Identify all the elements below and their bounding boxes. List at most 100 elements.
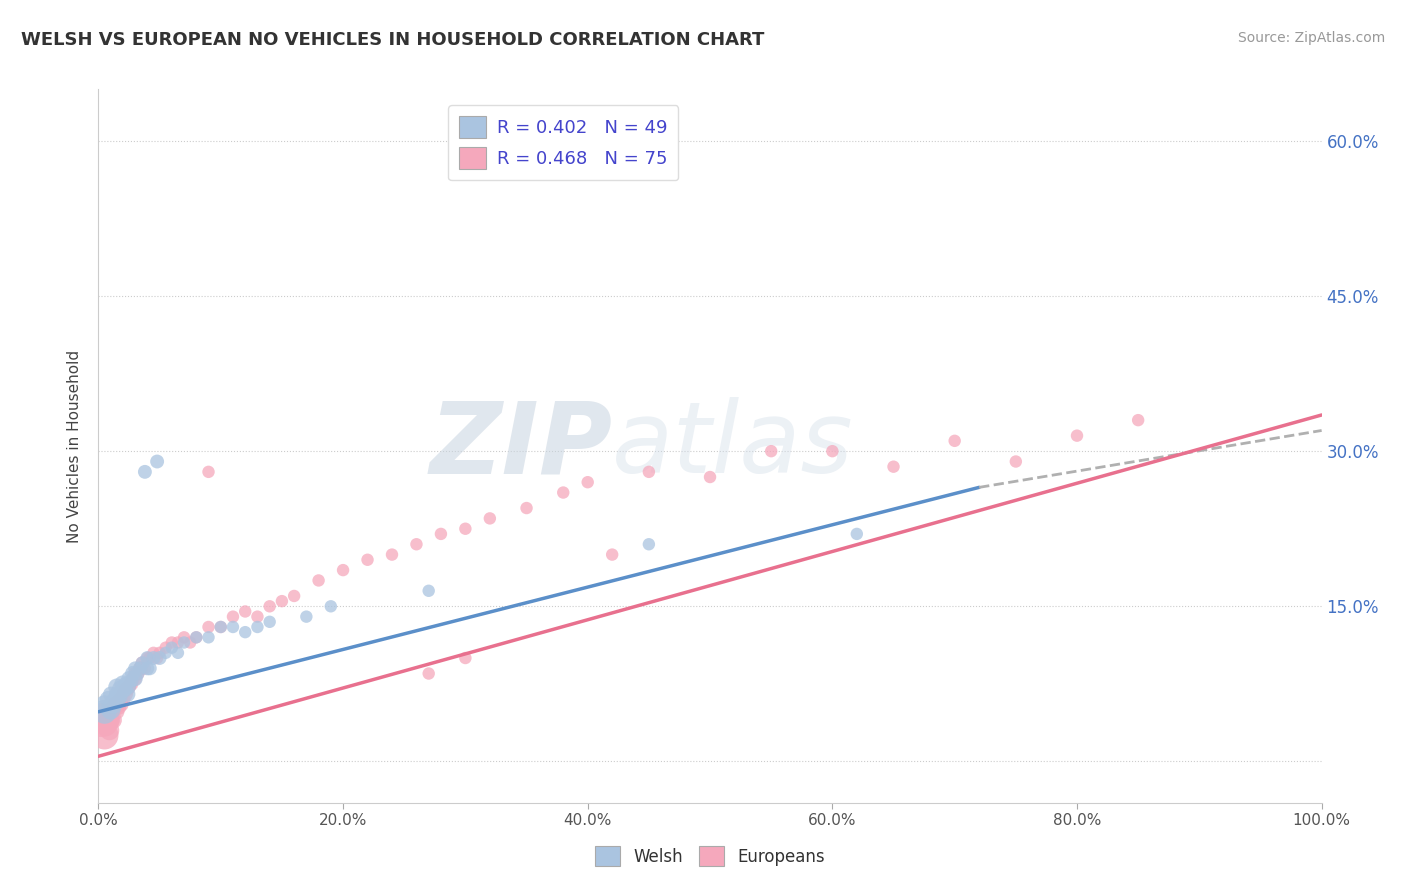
Point (270, 594, 294, 608)
Point (405, 537, 427, 551)
Point (124, 672, 146, 686)
Point (110, 690, 132, 705)
Point (97, 692, 120, 706)
Point (1004, 454, 1026, 468)
Point (100, 713, 122, 727)
Point (332, 563, 354, 577)
Point (821, 444, 844, 458)
Point (233, 605, 256, 619)
Point (93, 705, 115, 719)
Point (381, 548, 404, 562)
Point (283, 589, 305, 603)
Point (105, 680, 128, 694)
Point (246, 609, 269, 624)
Point (120, 677, 142, 691)
Point (1066, 428, 1088, 442)
Point (100, 703, 122, 717)
Point (155, 646, 177, 660)
Text: atlas: atlas (612, 398, 853, 494)
Point (259, 615, 281, 629)
Point (142, 646, 165, 660)
Point (418, 583, 440, 598)
Point (149, 651, 172, 665)
Point (246, 620, 269, 634)
Point (209, 620, 232, 634)
Point (117, 687, 139, 701)
Point (98, 723, 121, 738)
Point (104, 692, 127, 706)
Point (160, 640, 183, 655)
Point (107, 698, 129, 712)
Point (114, 681, 136, 696)
Point (101, 713, 124, 727)
Point (155, 640, 177, 655)
Point (111, 684, 134, 698)
Point (1128, 413, 1150, 427)
Point (105, 705, 128, 719)
Point (943, 434, 966, 448)
Point (118, 672, 141, 686)
Y-axis label: No Vehicles in Household: No Vehicles in Household (67, 350, 83, 542)
Point (107, 694, 129, 708)
Point (186, 630, 208, 644)
Text: Source: ZipAtlas.com: Source: ZipAtlas.com (1237, 31, 1385, 45)
Point (110, 692, 132, 706)
Point (454, 651, 477, 665)
Point (111, 687, 134, 701)
Point (111, 692, 134, 706)
Point (136, 651, 159, 665)
Point (295, 609, 318, 624)
Point (93, 698, 115, 712)
Point (222, 620, 245, 634)
Point (117, 681, 139, 696)
Point (160, 635, 183, 649)
Point (114, 677, 136, 691)
Point (104, 698, 127, 712)
Point (308, 574, 330, 588)
Point (699, 470, 721, 484)
Point (418, 666, 440, 681)
Point (121, 672, 143, 686)
Point (97, 713, 120, 727)
Point (638, 465, 661, 479)
Point (139, 651, 162, 665)
Point (454, 522, 477, 536)
Point (576, 475, 599, 490)
Point (134, 661, 156, 675)
Point (430, 527, 453, 541)
Point (845, 527, 868, 541)
Point (124, 672, 146, 686)
Point (167, 635, 190, 649)
Point (110, 681, 132, 696)
Text: WELSH VS EUROPEAN NO VEHICLES IN HOUSEHOLD CORRELATION CHART: WELSH VS EUROPEAN NO VEHICLES IN HOUSEHO… (21, 31, 765, 49)
Point (121, 666, 143, 681)
Point (118, 680, 141, 694)
Point (94, 718, 117, 732)
Point (129, 661, 152, 675)
Point (600, 548, 623, 562)
Point (179, 635, 201, 649)
Point (120, 673, 142, 688)
Point (197, 630, 219, 644)
Point (96, 713, 118, 727)
Point (111, 677, 134, 691)
Point (259, 599, 281, 614)
Point (139, 661, 162, 675)
Point (197, 465, 219, 479)
Point (134, 465, 156, 479)
Point (319, 599, 342, 614)
Point (883, 459, 905, 474)
Point (197, 620, 219, 634)
Point (127, 666, 149, 681)
Point (209, 620, 232, 634)
Legend: Welsh, Europeans: Welsh, Europeans (588, 839, 832, 873)
Point (233, 625, 256, 640)
Point (124, 661, 146, 675)
Point (111, 698, 134, 712)
Point (186, 630, 208, 644)
Point (553, 485, 575, 500)
Point (173, 635, 195, 649)
Point (103, 703, 125, 717)
Point (146, 454, 169, 468)
Text: ZIP: ZIP (429, 398, 612, 494)
